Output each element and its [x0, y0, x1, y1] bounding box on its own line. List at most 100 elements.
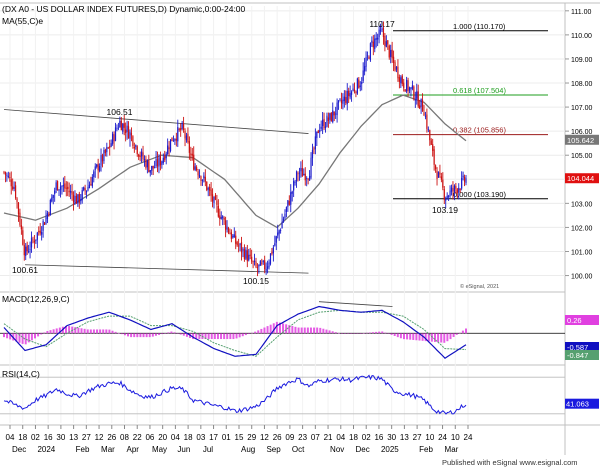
macd-histogram-bar: [381, 331, 384, 334]
x-tick-label: 02: [362, 433, 371, 442]
candle-body: [427, 129, 429, 131]
candle-body: [165, 153, 167, 159]
candle-body: [337, 100, 340, 103]
candle-body: [463, 176, 466, 182]
macd-histogram-bar: [204, 333, 207, 340]
candle-body: [361, 82, 363, 85]
candle-body: [132, 136, 134, 146]
macd-histogram-bar: [387, 333, 390, 334]
macd-histogram-bar: [340, 333, 343, 334]
x-axis: 04 18 02 16 30 13 27 12 26 08 22 06 20 04 18 03 17 01 15 29…: [6, 425, 473, 454]
macd-histogram-bar: [309, 327, 312, 334]
candle-body: [246, 250, 248, 262]
candle-body: [207, 188, 209, 190]
macd-histogram-bar: [288, 325, 291, 334]
copyright-label: © eSignal, 2021: [460, 283, 499, 290]
x-month-label: Dec: [356, 445, 370, 454]
macd-histogram-bar: [108, 329, 111, 334]
macd-histogram-bar: [142, 333, 145, 338]
x-tick-label: 18: [184, 433, 193, 442]
candle-body: [41, 232, 43, 235]
macd-histogram-bar: [133, 333, 136, 338]
x-tick-label: 18: [18, 433, 27, 442]
candle-body: [339, 99, 341, 101]
candle-body: [384, 35, 386, 46]
candle-body: [243, 249, 246, 259]
candle-body: [288, 201, 290, 205]
x-month-label: 2025: [381, 445, 399, 454]
candle-body: [196, 167, 198, 171]
candle-body: [320, 126, 322, 129]
macd-histogram-bar: [353, 333, 356, 334]
candle-body: [146, 160, 148, 168]
candle-body: [25, 246, 27, 256]
macd-histogram-bar: [378, 331, 381, 334]
candle-body: [125, 129, 127, 133]
macd-histogram-bar: [306, 327, 309, 334]
macd-value-box: [565, 342, 599, 352]
candle-body: [294, 181, 296, 183]
macd-histogram-bar: [359, 333, 362, 334]
macd-histogram-bar: [430, 333, 433, 342]
macd-histogram-bar: [24, 333, 27, 345]
candle-body: [465, 178, 467, 184]
candle-body: [72, 195, 75, 203]
macd-histogram-bar: [86, 329, 89, 334]
macd-histogram-bar: [278, 322, 281, 334]
candle-body: [433, 149, 435, 165]
macd-histogram-bar: [300, 327, 303, 334]
candle-body: [130, 133, 133, 136]
candle-body: [348, 90, 350, 96]
candle-body: [304, 173, 306, 181]
x-tick-label: 27: [413, 433, 422, 442]
price-annotation: 100.15: [243, 276, 269, 286]
price-annotation: 106.51: [107, 107, 133, 117]
ma-legend: MA(55,C)e: [2, 16, 43, 26]
macd-histogram-bar: [213, 333, 216, 340]
candle-body: [81, 190, 83, 201]
macd-histogram-bar: [437, 333, 440, 343]
candle-body: [188, 141, 190, 153]
candle-body: [167, 145, 169, 155]
candle-body: [259, 261, 261, 266]
candle-body: [58, 189, 60, 191]
candle-body: [280, 229, 282, 231]
candle-body: [253, 260, 256, 262]
x-tick-label: 29: [247, 433, 256, 442]
candle-body: [62, 185, 64, 187]
candle-body: [175, 138, 177, 141]
macd-histogram-bar: [21, 333, 24, 344]
candle-body: [59, 186, 62, 190]
candle-body: [67, 186, 69, 190]
candle-body: [103, 150, 105, 162]
candle-body: [100, 155, 102, 166]
price-tick-label: 109.00: [571, 57, 593, 64]
macd-histogram-bar: [226, 333, 229, 340]
candle-body: [336, 102, 338, 116]
candle-body: [436, 170, 438, 179]
x-tick-label: 08: [120, 433, 129, 442]
candle-body: [32, 239, 34, 241]
candle-body: [242, 248, 244, 251]
candle-body: [272, 247, 274, 254]
candle-body: [440, 176, 442, 180]
candle-body: [293, 181, 295, 191]
macd-histogram-bar: [421, 333, 424, 341]
candle-body: [22, 230, 24, 245]
candle-body: [369, 43, 372, 61]
candle-body: [277, 232, 279, 236]
candle-body: [109, 146, 111, 148]
x-tick-label: 30: [56, 433, 65, 442]
candle-body: [236, 242, 238, 246]
price-tick-label: 106.00: [571, 129, 593, 136]
candle-body: [16, 198, 18, 203]
macd-histogram-bar: [465, 328, 467, 334]
macd-histogram-bar: [362, 333, 365, 334]
macd-histogram-bar: [244, 333, 247, 336]
x-month-label: Sep: [266, 445, 281, 454]
macd-histogram-bar: [65, 325, 68, 334]
candle-body: [65, 187, 67, 189]
candle-body: [306, 178, 308, 179]
candle-body: [408, 87, 411, 91]
